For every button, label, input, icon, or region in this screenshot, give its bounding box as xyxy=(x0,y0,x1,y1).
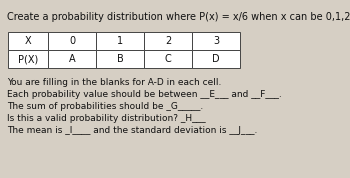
Bar xyxy=(144,50,192,68)
Bar xyxy=(96,32,144,50)
Text: 3: 3 xyxy=(213,36,219,46)
Bar xyxy=(192,32,240,50)
Text: X: X xyxy=(25,36,31,46)
Bar xyxy=(8,32,48,50)
Text: 1: 1 xyxy=(117,36,123,46)
Text: Is this a valid probability distribution? _H___: Is this a valid probability distribution… xyxy=(7,114,206,123)
Text: Create a probability distribution where P(x) = x/6 when x can be 0,1,2, or 3.: Create a probability distribution where … xyxy=(7,12,350,22)
Text: P(X): P(X) xyxy=(18,54,38,64)
Bar xyxy=(144,32,192,50)
Bar xyxy=(48,50,96,68)
Bar xyxy=(192,50,240,68)
Text: 0: 0 xyxy=(69,36,75,46)
Text: Each probability value should be between __E___ and __F___.: Each probability value should be between… xyxy=(7,90,282,99)
Text: You are filling in the blanks for A-D in each cell.: You are filling in the blanks for A-D in… xyxy=(7,78,221,87)
Bar xyxy=(96,50,144,68)
Text: C: C xyxy=(164,54,172,64)
Text: B: B xyxy=(117,54,123,64)
Text: The mean is _I____ and the standard deviation is __J___.: The mean is _I____ and the standard devi… xyxy=(7,126,257,135)
Text: D: D xyxy=(212,54,220,64)
Text: A: A xyxy=(69,54,75,64)
Text: 2: 2 xyxy=(165,36,171,46)
Bar xyxy=(48,32,96,50)
Bar xyxy=(8,50,48,68)
Text: The sum of probabilities should be _G_____.: The sum of probabilities should be _G___… xyxy=(7,102,203,111)
